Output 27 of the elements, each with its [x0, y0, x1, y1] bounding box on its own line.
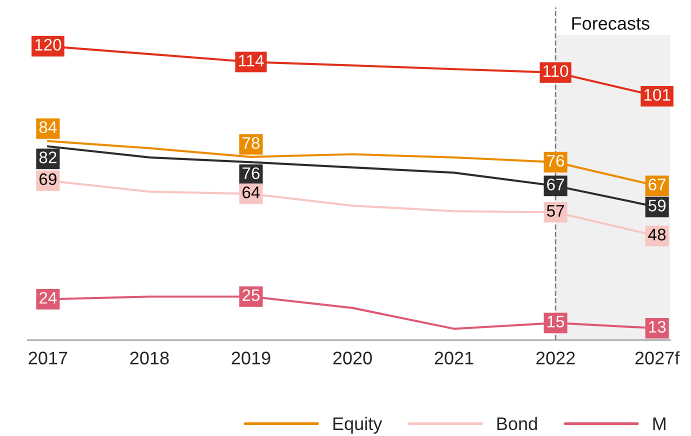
legend-label: Equity: [333, 416, 382, 434]
legend-label: Bond: [497, 416, 537, 430]
data-label: 48: [648, 228, 666, 240]
data-label: 57: [546, 205, 564, 217]
band-label: Forecasts: [572, 17, 650, 30]
x-tick-label: 2018: [130, 352, 169, 364]
x-tick-label: 2022: [536, 352, 575, 364]
data-label: 67: [648, 178, 666, 190]
legend-label: M: [653, 418, 666, 430]
data-label: 24: [40, 292, 57, 304]
data-label: 64: [242, 186, 260, 198]
x-tick-label: 2017: [28, 352, 68, 364]
data-label: 82: [39, 152, 56, 164]
data-label: 69: [40, 173, 56, 186]
data-label: 13: [649, 320, 666, 333]
data-label: 25: [242, 289, 260, 302]
data-label: 76: [242, 167, 260, 180]
data-label: 76: [547, 154, 564, 167]
data-label: 84: [39, 121, 57, 134]
data-label: 15: [548, 316, 564, 328]
x-tick-label: 2027f: [635, 351, 680, 364]
x-tick-label: 2019: [232, 352, 270, 364]
data-label: 59: [648, 200, 666, 212]
data-label: 78: [242, 137, 260, 149]
x-tick-label: 2020: [333, 352, 372, 364]
data-label: 67: [547, 178, 564, 190]
x-tick-label: 2021: [434, 352, 474, 364]
